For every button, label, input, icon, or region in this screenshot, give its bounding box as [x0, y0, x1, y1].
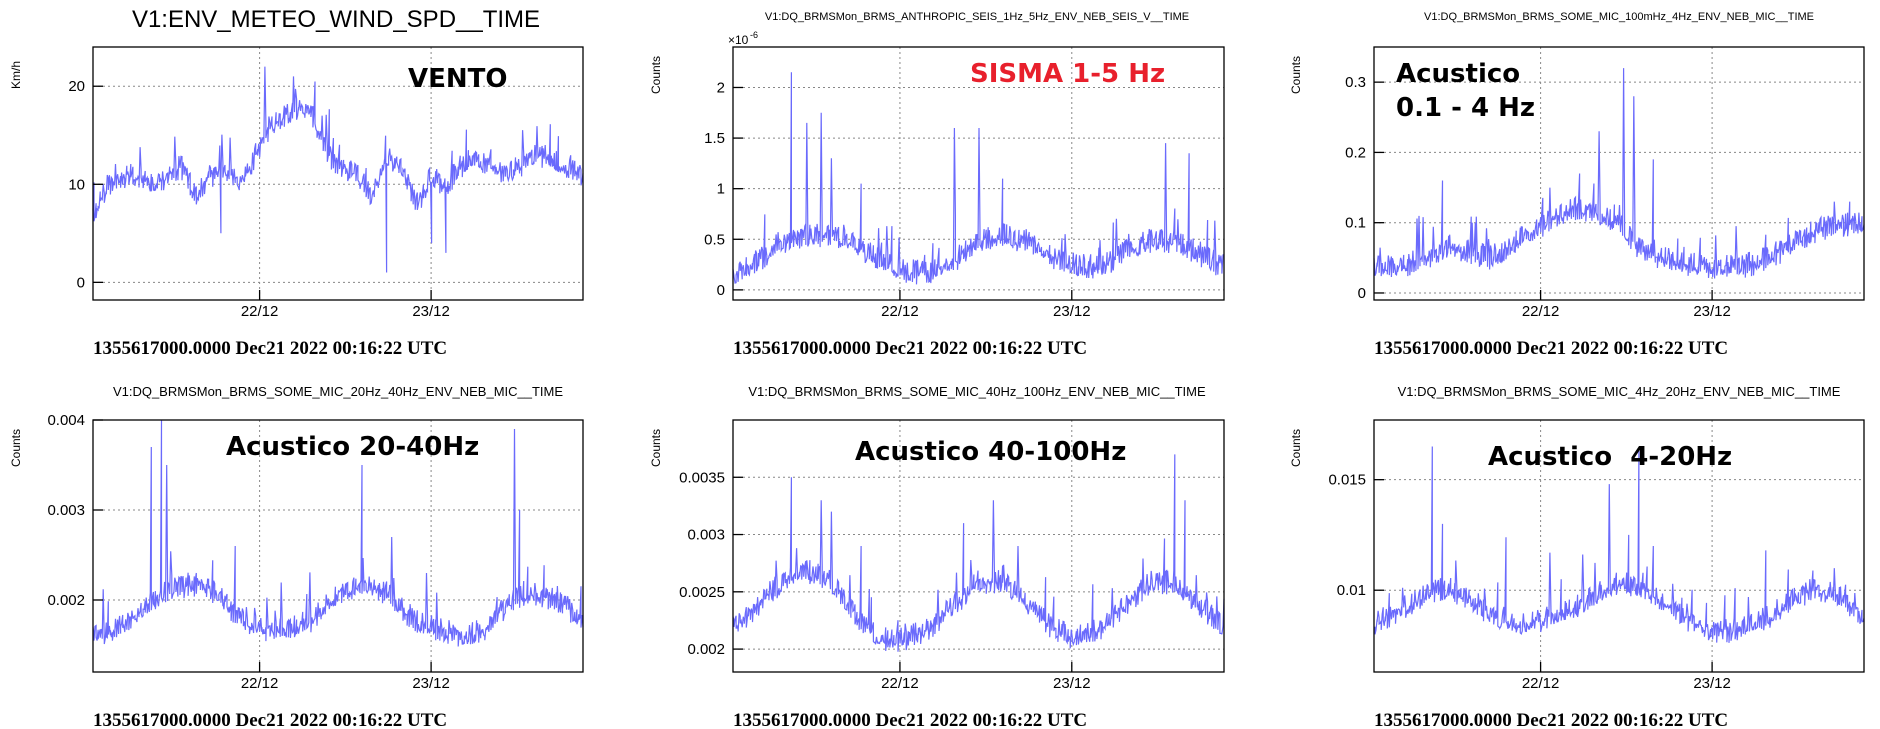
x-tick-label: 23/12	[1693, 303, 1731, 320]
y-tick-label: 0	[717, 282, 725, 299]
footer-timestamp: 1355617000.0000 Dec21 2022 00:16:22 UTC	[1374, 338, 1728, 359]
chart-title: V1:DQ_BRMSMon_BRMS_SOME_MIC_4Hz_20Hz_ENV…	[1398, 384, 1841, 399]
y-tick-label: 0.003	[687, 527, 725, 544]
chart-title: V1:DQ_BRMSMon_BRMS_SOME_MIC_100mHz_4Hz_E…	[1424, 11, 1814, 23]
chart-title: V1:DQ_BRMSMon_BRMS_ANTHROPIC_SEIS_1Hz_5H…	[765, 11, 1189, 23]
y-axis-label: Km/h	[9, 61, 23, 89]
x-tick-label: 23/12	[1053, 675, 1091, 692]
chart-title: V1:DQ_BRMSMon_BRMS_SOME_MIC_20Hz_40Hz_EN…	[113, 384, 563, 399]
y-tick-label: 2	[717, 79, 725, 96]
plot-frame	[92, 46, 584, 301]
chart-panel-2: V1:DQ_BRMSMon_BRMS_ANTHROPIC_SEIS_1Hz_5H…	[649, 11, 1225, 359]
plot-frame	[1373, 419, 1865, 673]
y-axis-exponent-power: -6	[750, 30, 758, 40]
y-axis-label: Counts	[9, 429, 23, 467]
x-tick-label: 22/12	[241, 303, 279, 320]
y-axis-label: Counts	[649, 56, 663, 94]
x-tick-label: 22/12	[1522, 303, 1560, 320]
chart-title: V1:DQ_BRMSMon_BRMS_SOME_MIC_40Hz_100Hz_E…	[748, 384, 1206, 399]
y-tick-label: 0.3	[1345, 74, 1366, 91]
footer-timestamp: 1355617000.0000 Dec21 2022 00:16:22 UTC	[733, 710, 1087, 729]
data-series	[1373, 68, 1865, 279]
x-tick-label: 22/12	[881, 303, 919, 320]
y-tick-label: 0.004	[47, 412, 85, 429]
chart-panel-5: V1:DQ_BRMSMon_BRMS_SOME_MIC_40Hz_100Hz_E…	[649, 384, 1225, 729]
grid	[1374, 47, 1864, 300]
chart-annotation: VENTO	[408, 64, 507, 94]
chart-panel-1: V1:ENV_METEO_WIND_SPD__TIME Km/h 0 10 20 22/1…	[9, 6, 584, 359]
chart-panel-4: V1:DQ_BRMSMon_BRMS_SOME_MIC_20Hz_40Hz_EN…	[9, 384, 584, 729]
footer-timestamp: 1355617000.0000 Dec21 2022 00:16:22 UTC	[93, 710, 447, 729]
y-tick-label: 0.0025	[679, 584, 725, 601]
y-tick-label: 0	[1358, 285, 1366, 302]
y-tick-label: 10	[68, 176, 85, 193]
plot-frame	[732, 46, 1225, 301]
y-axis-exponent: ×10	[728, 33, 749, 47]
y-tick-label: 0.002	[47, 592, 85, 609]
y-tick-label: 0.1	[1345, 215, 1366, 232]
x-tick-label: 22/12	[1522, 675, 1560, 692]
x-tick-label: 22/12	[241, 675, 279, 692]
chart-annotation: SISMA 1-5 Hz	[970, 59, 1165, 89]
y-tick-label: 0	[77, 274, 85, 291]
grid	[733, 420, 1224, 672]
chart-annotation: Acustico 4-20Hz	[1488, 442, 1732, 472]
y-tick-label: 0.015	[1328, 472, 1366, 489]
chart-annotation: 0.1 - 4 Hz	[1396, 93, 1535, 123]
y-tick-label: 0.002	[687, 641, 725, 658]
footer-timestamp: 1355617000.0000 Dec21 2022 00:16:22 UTC	[733, 338, 1087, 359]
y-tick-label: 0.2	[1345, 144, 1366, 161]
y-tick-label: 0.01	[1337, 582, 1366, 599]
footer-timestamp: 1355617000.0000 Dec21 2022 00:16:22 UTC	[1374, 710, 1728, 729]
y-tick-label: 0.5	[704, 231, 725, 248]
chart-title: V1:ENV_METEO_WIND_SPD__TIME	[132, 6, 540, 33]
x-tick-label: 23/12	[1693, 675, 1731, 692]
data-series	[1373, 446, 1865, 643]
y-tick-label: 0.0035	[679, 469, 725, 486]
chart-annotation: Acustico	[1396, 59, 1520, 89]
data-series	[732, 454, 1225, 652]
y-axis-label: Counts	[1289, 429, 1303, 467]
footer-timestamp: 1355617000.0000 Dec21 2022 00:16:22 UTC	[93, 338, 447, 359]
y-axis-label: Counts	[649, 429, 663, 467]
y-axis-label: Counts	[1289, 56, 1303, 94]
plot-frame	[1373, 46, 1865, 301]
x-tick-label: 23/12	[412, 303, 450, 320]
y-tick-label: 1	[717, 181, 725, 198]
chart-panel-3: V1:DQ_BRMSMon_BRMS_SOME_MIC_100mHz_4Hz_E…	[1289, 11, 1865, 359]
plot-frame	[92, 419, 584, 673]
data-series	[732, 72, 1225, 285]
x-tick-label: 23/12	[412, 675, 450, 692]
data-series	[92, 66, 584, 273]
x-tick-label: 22/12	[881, 675, 919, 692]
y-tick-label: 0.003	[47, 502, 85, 519]
chart-annotation: Acustico 40-100Hz	[855, 437, 1126, 467]
x-tick-label: 23/12	[1053, 303, 1091, 320]
y-tick-label: 20	[68, 78, 85, 95]
chart-annotation: Acustico 20-40Hz	[226, 432, 479, 462]
data-series	[92, 419, 584, 647]
grid	[93, 47, 583, 300]
plot-frame	[732, 419, 1225, 673]
y-tick-label: 1.5	[704, 130, 725, 147]
chart-panel-6: V1:DQ_BRMSMon_BRMS_SOME_MIC_4Hz_20Hz_ENV…	[1289, 384, 1865, 729]
